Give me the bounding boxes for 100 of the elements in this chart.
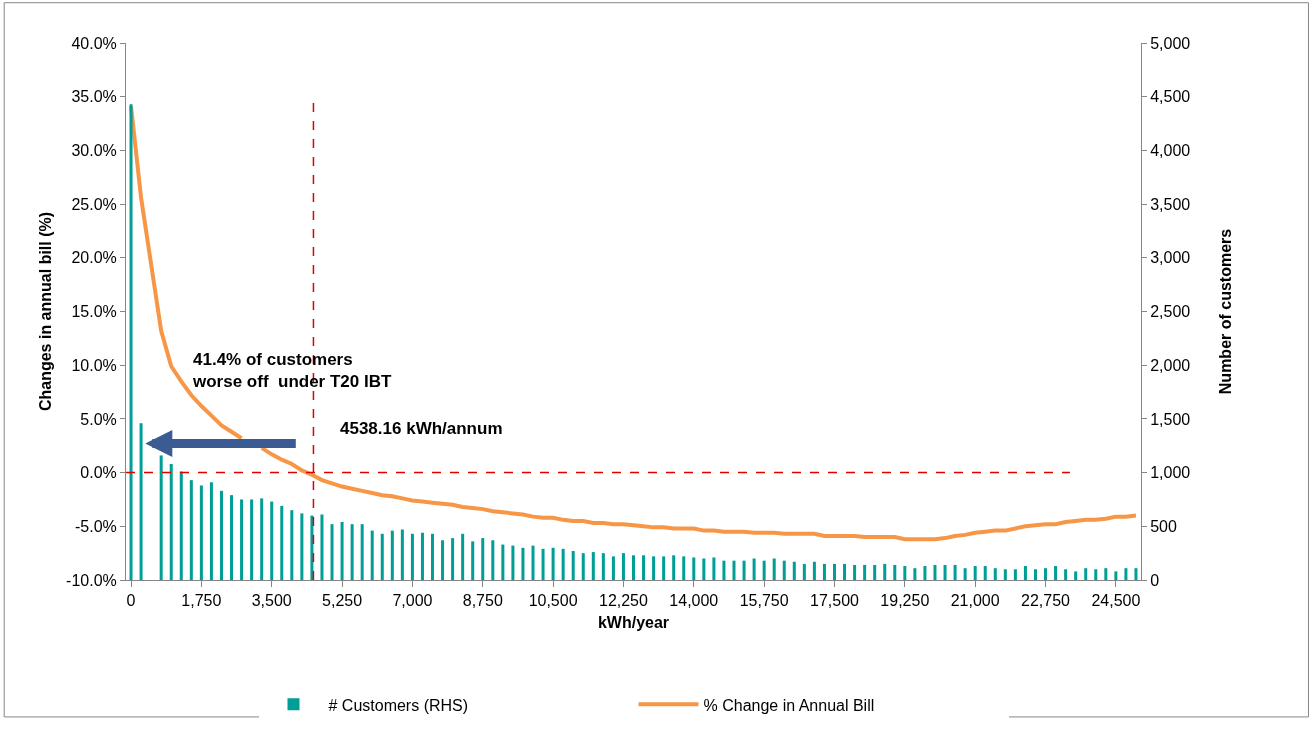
ref-line-label: 4538.16 kWh/annum	[340, 419, 503, 438]
bar	[420, 532, 424, 580]
bar	[772, 558, 776, 580]
bar	[732, 560, 736, 580]
bar	[1033, 569, 1037, 580]
x-tick-label: 24,500	[1091, 592, 1141, 610]
bar	[330, 524, 334, 580]
bar	[662, 556, 666, 580]
bar	[129, 104, 133, 580]
y2-tick-label: 1,500	[1150, 410, 1191, 428]
bar	[752, 558, 756, 580]
bar	[410, 533, 414, 580]
x-tick-label: 12,250	[598, 592, 649, 610]
x-tick-label: 10,500	[528, 592, 578, 610]
bar	[652, 556, 656, 580]
bar	[591, 552, 595, 580]
bar	[672, 555, 676, 580]
y2-tick-label: 500	[1150, 517, 1177, 535]
bar	[903, 566, 907, 580]
y2-tick-label: 2,500	[1150, 303, 1191, 321]
bar	[209, 482, 213, 580]
bar	[792, 561, 796, 580]
y-tick-label: 10.0%	[71, 356, 117, 374]
bar	[682, 556, 686, 580]
y-tick-label: -10.0%	[66, 571, 117, 589]
bar	[782, 560, 786, 580]
bar	[1054, 566, 1058, 580]
x-tick-label: 19,250	[880, 592, 930, 610]
bar	[1114, 571, 1118, 580]
bar	[169, 464, 173, 580]
bar	[1003, 569, 1007, 580]
bar	[230, 495, 234, 580]
bar	[973, 566, 977, 580]
bar	[1084, 568, 1088, 580]
bar	[1094, 569, 1098, 580]
bar	[260, 498, 264, 580]
bar	[923, 566, 927, 580]
x-tick-label: 22,750	[1021, 592, 1071, 610]
y-tick-label: 20.0%	[71, 249, 117, 267]
bar	[642, 555, 646, 580]
bar	[350, 524, 354, 580]
bar	[320, 514, 324, 580]
bar	[722, 560, 726, 580]
bar	[189, 480, 193, 580]
bar	[883, 563, 887, 580]
bar	[702, 558, 706, 580]
bar	[551, 547, 555, 580]
bar	[993, 568, 997, 580]
bar	[712, 557, 716, 580]
bar	[1044, 568, 1048, 580]
x-tick-label: 0	[126, 592, 136, 610]
y2-tick-label: 4,000	[1150, 142, 1191, 159]
bar	[1124, 568, 1128, 580]
bar	[601, 553, 605, 580]
y-tick-label: 5.0%	[80, 410, 117, 428]
x-tick-label: 5,250	[322, 592, 363, 610]
x-tick-label: 17,500	[810, 592, 860, 610]
bar	[139, 423, 143, 580]
bar	[832, 563, 836, 580]
bar	[1104, 568, 1108, 580]
bar	[812, 561, 816, 580]
bar	[501, 544, 505, 580]
bar	[692, 557, 696, 580]
y-tick-label: 25.0%	[71, 195, 117, 213]
bar	[471, 541, 475, 580]
bar	[179, 471, 183, 580]
y-axis-title: Changes in annual bill (%)	[37, 211, 54, 412]
bar	[963, 568, 967, 580]
legend-label: # Customers (RHS)	[328, 696, 469, 714]
bar	[199, 485, 203, 580]
bar	[451, 538, 455, 580]
bar	[943, 564, 947, 580]
legend-label: % Change in Annual Bill	[703, 696, 875, 714]
x-tick-label: 14,000	[669, 592, 719, 610]
bar	[370, 530, 374, 580]
x-axis-title: kWh/year	[597, 613, 670, 631]
bar	[300, 513, 304, 580]
bar	[863, 564, 867, 580]
bar	[843, 563, 847, 580]
bar	[511, 545, 515, 580]
bar	[853, 564, 857, 580]
bar	[240, 499, 244, 580]
y2-tick-label: 3,000	[1150, 249, 1191, 267]
y-tick-label: 35.0%	[71, 88, 117, 106]
bar	[631, 555, 636, 580]
bar	[290, 510, 294, 580]
y-tick-label: 15.0%	[71, 303, 117, 321]
y2-axis-title: Number of customers	[1217, 228, 1235, 395]
y-tick-label: 30.0%	[71, 142, 117, 159]
x-tick-label: 8,750	[462, 592, 503, 610]
bar	[360, 524, 364, 580]
x-tick-label: 1,750	[181, 592, 222, 610]
y2-tick-label: 2,000	[1150, 356, 1191, 374]
y-tick-label: 0.0%	[80, 464, 117, 482]
bar	[541, 548, 545, 580]
bar	[380, 533, 384, 580]
bar	[893, 564, 897, 580]
bar	[461, 533, 465, 580]
bar	[400, 529, 404, 580]
bar	[481, 538, 485, 580]
